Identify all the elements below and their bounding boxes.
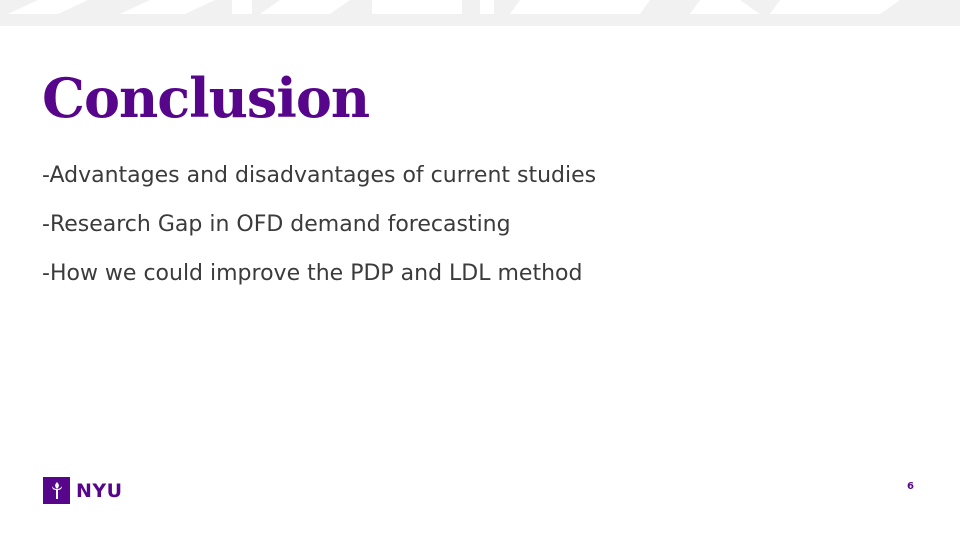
header-pattern — [0, 0, 960, 26]
bullet-item: -Research Gap in OFD demand forecasting — [42, 212, 511, 237]
logo-text: NYU — [76, 479, 123, 502]
bullet-item: -Advantages and disadvantages of current… — [42, 163, 597, 188]
torch-icon — [43, 477, 70, 504]
bullet-list: -Advantages and disadvantages of current… — [42, 158, 596, 305]
page-number: 6 — [907, 481, 914, 492]
decorative-header-band — [0, 0, 960, 26]
nyu-logo: NYU — [43, 477, 123, 504]
slide-title: Conclusion — [42, 66, 370, 130]
bullet-item: -How we could improve the PDP and LDL me… — [42, 261, 583, 286]
